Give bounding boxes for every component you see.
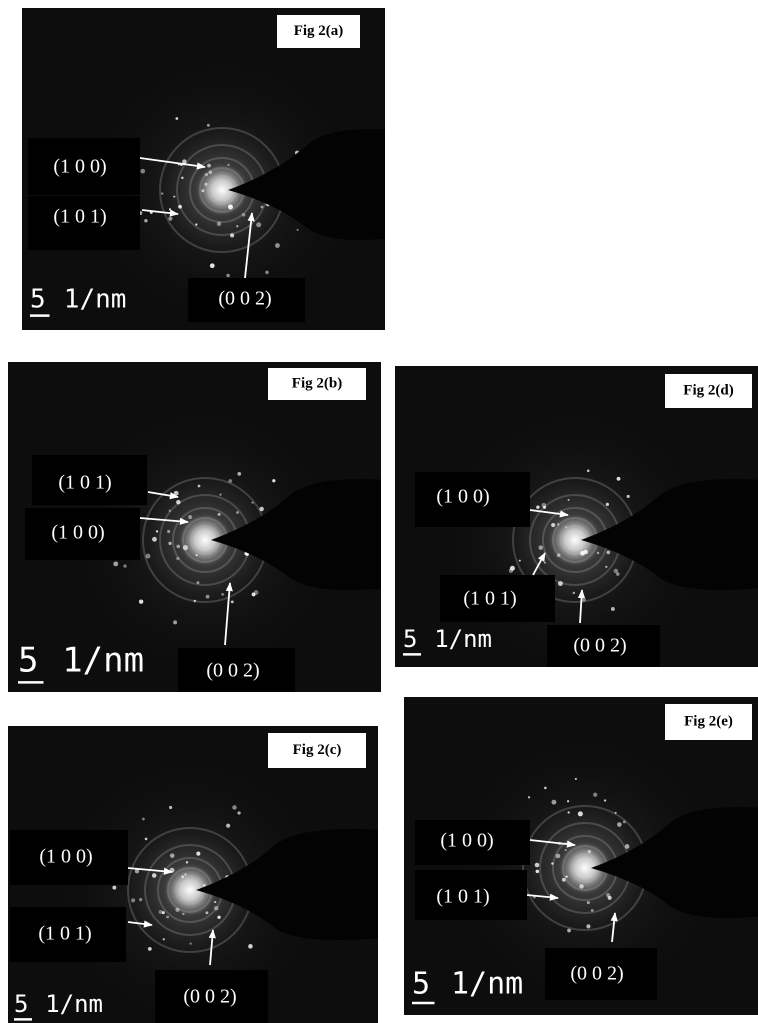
scale-unit: 1/nm (434, 625, 492, 653)
plane-label: (1 0 0) (39, 846, 92, 868)
scale-number: 5 (412, 967, 430, 1002)
figure: Fig 2(a)(1 0 0)(1 0 1)(0 0 2)51/nmFig 2(… (0, 0, 758, 1023)
scale-unit: 1/nm (62, 641, 144, 681)
scale-unit: 1/nm (64, 285, 127, 315)
panel-label: Fig 2(e) (684, 713, 733, 729)
scale-number: 5 (18, 641, 38, 681)
scale-number: 5 (30, 285, 46, 315)
plane-label: (1 0 0) (53, 156, 106, 178)
panel-label: Fig 2(d) (683, 382, 733, 398)
panel: Fig 2(b) (1 0 1) (1 0 0) (0 0 2) 5 1/nm (8, 362, 386, 692)
scale-unit: 1/nm (451, 967, 523, 1002)
plane-label: (1 0 1) (463, 588, 516, 610)
plane-label: (0 0 2) (570, 963, 623, 985)
scale-number: 5 (403, 625, 417, 653)
plane-label: (1 0 1) (38, 923, 91, 945)
plane-label: (1 0 1) (53, 206, 106, 228)
panel-label: Fig 2(a) (294, 23, 344, 39)
plane-label: (1 0 1) (58, 472, 111, 494)
panel: Fig 2(a) (1 0 0) (1 0 1) (0 0 2) 5 1/nm (22, 8, 390, 330)
panel: Fig 2(c) (1 0 0) (1 0 1) (0 0 2) 5 1/nm (8, 726, 383, 1023)
plane-label: (0 0 2) (183, 986, 236, 1008)
panel: Fig 2(d) (1 0 0) (1 0 1) (0 0 2) 5 1/nm (395, 366, 758, 670)
scale-number: 5 (14, 990, 28, 1018)
plane-label: (1 0 1) (436, 886, 489, 908)
plane-label: (1 0 0) (440, 830, 493, 852)
scale-unit: 1/nm (45, 990, 103, 1018)
plane-label: (0 0 2) (573, 635, 626, 657)
panel: Fig 2(e) (1 0 0) (1 0 1) (0 0 2) 5 1/nm (404, 697, 758, 1015)
plane-label: (0 0 2) (206, 660, 259, 682)
panel-label: Fig 2(b) (292, 375, 342, 391)
plane-label: (1 0 0) (436, 486, 489, 508)
panel-label: Fig 2(c) (293, 742, 342, 758)
plane-label: (0 0 2) (218, 288, 271, 310)
plane-label: (1 0 0) (51, 522, 104, 544)
